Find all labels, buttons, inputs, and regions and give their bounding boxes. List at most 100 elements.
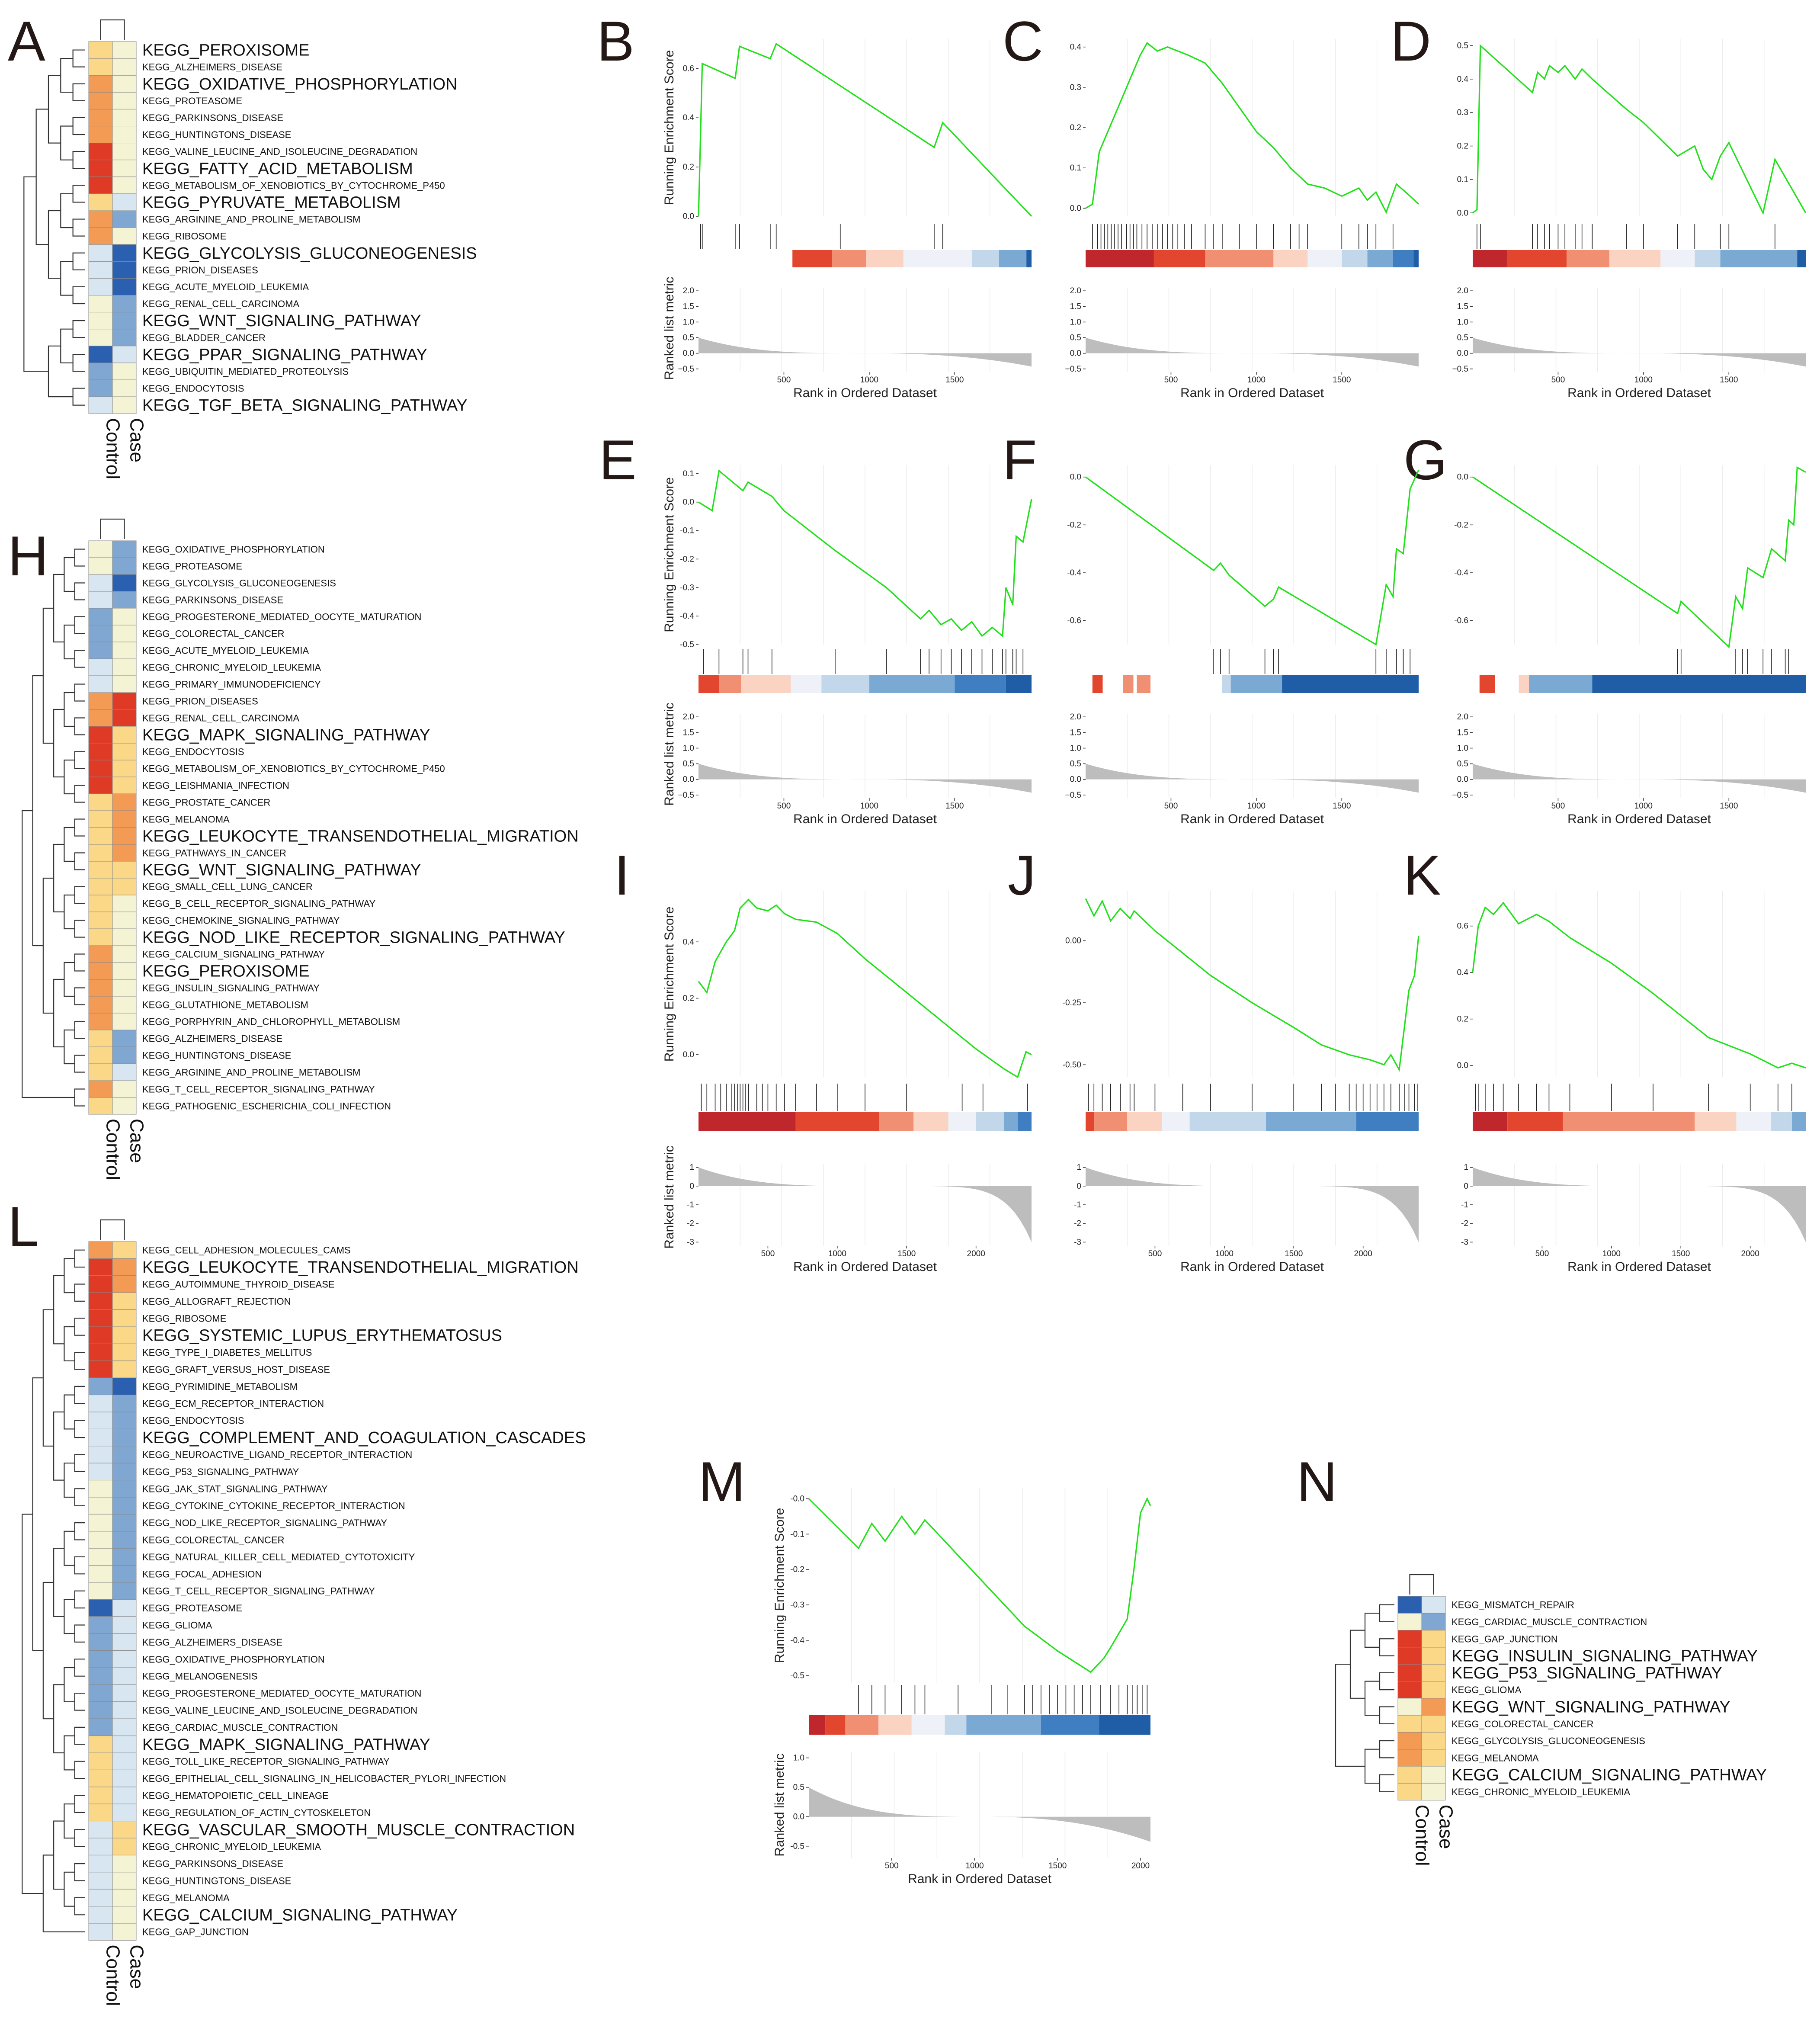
x-axis-label: Rank in Ordered Dataset: [1180, 812, 1324, 826]
gene-hits: [1088, 1084, 1418, 1111]
heatmap-cell: [112, 295, 137, 313]
heatmap-cell: [112, 1063, 137, 1081]
column-label: Case: [126, 418, 147, 462]
metric-y-tick-label: 0.5: [1070, 334, 1081, 343]
heatmap-cell: [112, 1684, 137, 1702]
row-label: KEGG_PATHOGENIC_ESCHERICHIA_COLI_INFECTI…: [142, 1101, 391, 1112]
y-tick-label: 0.4: [1457, 75, 1469, 84]
x-tick-label: 1500: [1285, 1249, 1303, 1258]
heatmap-cell: [88, 1046, 113, 1064]
metric-y-tick-label: 1.5: [1457, 302, 1468, 311]
rank-colorbar-segment: [1563, 1112, 1695, 1131]
heatmap-cell: [88, 1080, 113, 1098]
heatmap-cell: [112, 726, 137, 744]
metric-y-tick-label: 1: [1077, 1163, 1081, 1172]
y-tick-label: -0.2: [1454, 520, 1468, 529]
heatmap-cell: [88, 793, 113, 811]
enrichment-score-line: [1085, 42, 1419, 214]
y-tick-label: 0.3: [1070, 83, 1081, 92]
row-dendrogram: [22, 1249, 85, 1932]
heatmap-cell: [112, 658, 137, 676]
metric-axis-label: Ranked list metric: [662, 1145, 676, 1248]
heatmap-cell: [88, 540, 113, 558]
row-label: KEGG_GLUTATHIONE_METABOLISM: [142, 1000, 308, 1011]
dendrogram-branch: [60, 58, 73, 93]
row-label: KEGG_INSULIN_SIGNALING_PATHWAY: [142, 983, 320, 994]
heatmap-cell: [1421, 1749, 1446, 1767]
grid: [1514, 891, 1765, 1246]
dendrogram-branch: [23, 176, 48, 372]
x-tick-label: 1500: [1048, 1861, 1067, 1871]
heatmap-cell: [112, 625, 137, 642]
y-axis-label: Running Enrichment Score: [772, 1508, 787, 1663]
gsea-plot-g: -0.6 -0.4 -0.2 0.0 −0.5 0.0 0.5 1.0 1.5 2.0 500 100…: [1452, 465, 1806, 826]
rank-colorbar-segment: [1609, 250, 1661, 267]
heatmap-cell: [112, 996, 137, 1014]
row-label: KEGG_PRION_DISEASES: [142, 265, 258, 276]
heatmap-cell: [112, 743, 137, 760]
rank-colorbar-segment: [1099, 1715, 1150, 1735]
rank-colorbar-segment: [699, 250, 793, 267]
dendrogram-branch: [1364, 1681, 1380, 1716]
column-label: Control: [103, 1944, 124, 2006]
dendrogram-branch: [72, 320, 85, 338]
y-tick-label: 0.1: [683, 469, 694, 478]
heatmap-cell: [112, 540, 137, 558]
heatmap-cell: [112, 1013, 137, 1030]
gsea-plot-d: 0.0 0.1 0.2 0.3 0.4 0.5 −0.5 0.0 0.5 1.0 1.5 2.0 500…: [1452, 39, 1807, 400]
metric-y-tick-label: 1.5: [683, 302, 694, 311]
metric-y-tick-label: −0.5: [1065, 365, 1081, 374]
rank-colorbar-segment: [795, 1112, 879, 1131]
row-label: KEGG_COLORECTAL_CANCER: [142, 1535, 284, 1546]
metric-y-tick-label: 1: [1464, 1163, 1468, 1172]
dendrogram-branch: [42, 607, 54, 744]
rank-colorbar-segment: [1797, 250, 1806, 267]
dendrogram-branch: [1379, 1740, 1394, 1758]
dendrogram-branch: [72, 286, 85, 305]
metric-y-tick-label: 1: [689, 1163, 694, 1172]
dendrogram-branch: [74, 1829, 85, 1847]
heatmap-cell: [88, 1480, 113, 1498]
row-label: KEGG_VALINE_LEUCINE_AND_ISOLEUCINE_DEGRA…: [142, 146, 417, 157]
ranked-metric-area: [699, 337, 1032, 367]
row-dendrogram: [1335, 1604, 1394, 1793]
heatmap-cell: [112, 810, 137, 828]
rank-colorbar-segment: [1506, 250, 1567, 267]
dendrogram-branch: [74, 1761, 85, 1779]
grid: [1127, 465, 1378, 798]
heatmap-cell: [112, 1889, 137, 1907]
heatmap-cell: [112, 1030, 137, 1047]
heatmap-cell: [112, 379, 137, 397]
row-label: KEGG_ENDOCYTOSIS: [142, 747, 244, 757]
rank-colorbar-segment: [1695, 250, 1721, 267]
heatmap-cell: [112, 1343, 137, 1361]
metric-y-tick-label: 1.5: [1070, 728, 1081, 737]
panel-label-e: E: [599, 428, 637, 491]
metric-y-tick-label: 2.0: [683, 286, 694, 295]
ranked-metric-area: [1086, 764, 1419, 793]
rank-colorbar-segment: [1791, 1112, 1806, 1131]
dendrogram-branch: [74, 1726, 85, 1745]
y-tick-label: -0.50: [1063, 1060, 1081, 1069]
rank-colorbar-segment: [878, 1715, 912, 1735]
gsea-plot-e: -0.5 -0.4 -0.3 -0.2 -0.1 0.0 0.1 −0.5 0.0 0.5 1.0 1…: [662, 465, 1032, 826]
heatmap-cell: [88, 1097, 113, 1115]
metric-y-tick-label: 0.0: [1070, 349, 1081, 358]
heatmap-cell: [88, 810, 113, 828]
y-tick-label: 0.0: [1457, 1061, 1468, 1070]
row-label: KEGG_PROTEASOME: [142, 96, 242, 106]
column-dendrogram: [100, 518, 125, 539]
y-tick-label: -0.6: [1454, 616, 1468, 626]
rank-colorbar-segment: [832, 250, 866, 267]
dendrogram-branch: [64, 1667, 75, 1702]
metric-y-tick-label: -1: [1461, 1200, 1468, 1210]
row-label: KEGG_PROGESTERONE_MEDIATED_OOCYTE_MATURA…: [142, 612, 421, 622]
heatmap-cell: [88, 608, 113, 626]
y-tick-label: 0.2: [683, 994, 694, 1003]
heatmap-h: KEGG_OXIDATIVE_PHOSPHORYLATION KEGG_PROTE…: [22, 518, 579, 1180]
dendrogram-branch: [74, 953, 85, 972]
metric-y-tick-label: 0: [1077, 1182, 1081, 1191]
